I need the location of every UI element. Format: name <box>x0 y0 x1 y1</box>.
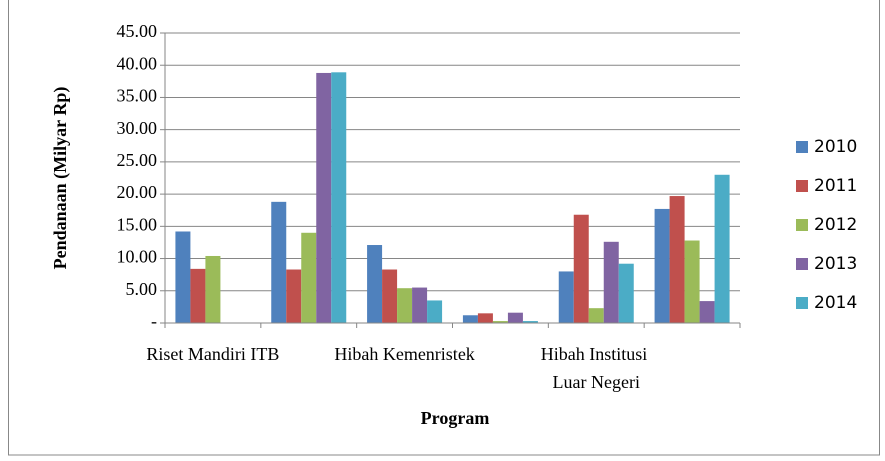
bar <box>618 263 634 323</box>
bar <box>603 241 619 323</box>
legend-swatch <box>796 141 808 153</box>
bar <box>507 312 523 323</box>
y-tick-label: 35.00 <box>117 86 158 106</box>
bar <box>573 214 589 323</box>
bar <box>427 300 443 323</box>
legend-label: 2012 <box>814 215 857 235</box>
bar <box>316 72 332 323</box>
bar <box>271 201 287 323</box>
legend-label: 2010 <box>814 137 857 157</box>
chart-frame <box>8 0 880 456</box>
bar <box>558 271 574 323</box>
legend-swatch <box>796 219 808 231</box>
bar <box>699 301 715 323</box>
bar <box>301 232 317 323</box>
legend-swatch <box>796 180 808 192</box>
y-tick-label: 10.00 <box>117 247 158 267</box>
bar <box>684 240 700 323</box>
bar <box>397 288 413 323</box>
legend-label: 2013 <box>814 254 857 274</box>
bar <box>331 72 347 323</box>
legend-label: 2011 <box>814 176 857 196</box>
y-tick-label: 25.00 <box>117 150 158 170</box>
y-tick-label: 40.00 <box>117 53 158 73</box>
x-tick-label: Riset Mandiri ITB <box>146 344 279 364</box>
bar <box>412 287 428 323</box>
bar <box>669 196 685 323</box>
bar <box>654 208 670 323</box>
bar <box>367 245 383 323</box>
bar <box>175 231 191 323</box>
bar <box>714 174 730 323</box>
bar <box>522 321 538 323</box>
y-tick-label: 45.00 <box>117 21 158 41</box>
legend-swatch <box>796 297 808 309</box>
y-tick-label: - <box>151 311 157 331</box>
bar <box>190 268 206 323</box>
bar <box>477 313 493 323</box>
legend-swatch <box>796 258 808 270</box>
x-axis-label: Program <box>421 408 490 428</box>
y-tick-label: 5.00 <box>126 279 158 299</box>
y-tick-label: 20.00 <box>117 182 158 202</box>
bar <box>205 255 221 323</box>
x-tick-label: Hibah Institusi Luar Negeri <box>541 344 652 392</box>
x-tick-label: Hibah Kemenristek <box>334 344 474 364</box>
y-tick-label: 15.00 <box>117 214 158 234</box>
y-tick-label: 30.00 <box>117 118 158 138</box>
bar <box>588 308 604 323</box>
y-axis-label: Pendanaan (Milyar Rp) <box>50 87 71 270</box>
bar <box>462 315 478 323</box>
bar <box>286 269 302 323</box>
legend-label: 2014 <box>814 293 857 313</box>
bar <box>382 269 398 323</box>
bar <box>492 321 508 323</box>
